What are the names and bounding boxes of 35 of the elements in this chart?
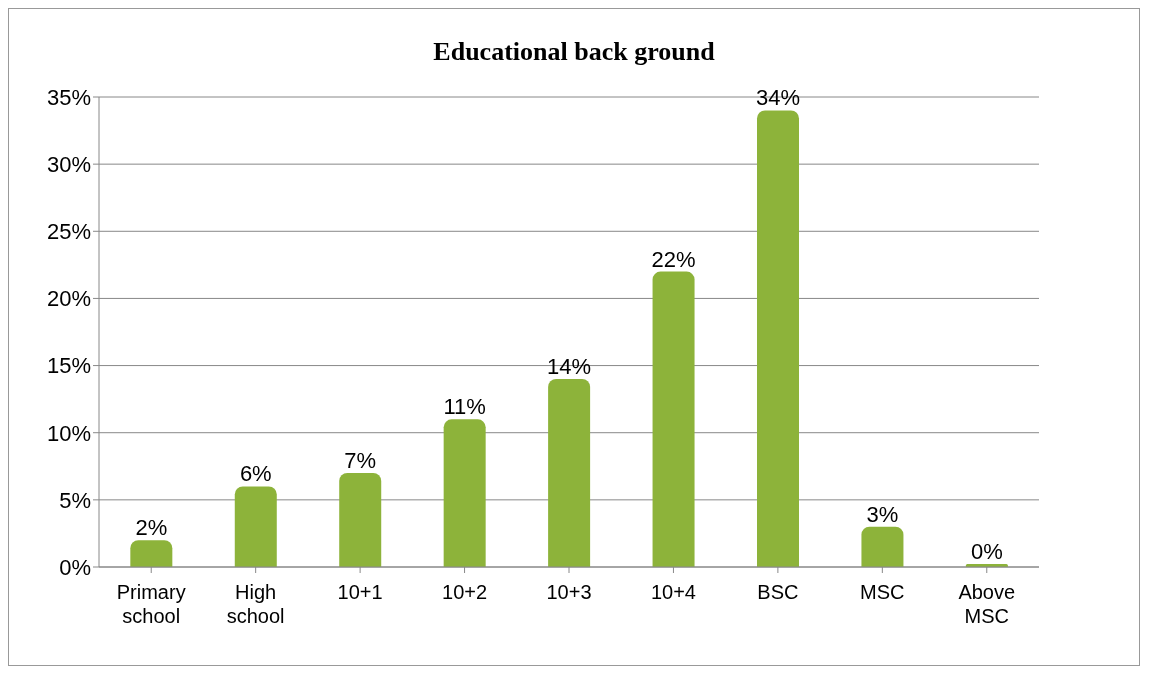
data-label: 2% (135, 515, 168, 541)
bar (548, 379, 591, 567)
y-tick-label: 25% (46, 219, 91, 245)
y-tick-label: 35% (46, 84, 91, 110)
data-label: 3% (866, 501, 899, 527)
x-tick-label: BSC (757, 581, 799, 603)
x-tick-label: MSC (860, 581, 905, 603)
data-label: 11% (443, 394, 486, 420)
x-tick-label: 10+1 (337, 581, 383, 603)
bar (861, 526, 904, 567)
x-tick-label: Above MSC (958, 581, 1016, 627)
x-tick-label: 10+2 (442, 581, 488, 603)
x-tick-label: 10+4 (650, 581, 696, 603)
chart-title: Educational back ground (432, 37, 716, 67)
x-tick-label: 10+3 (546, 581, 592, 603)
x-tick-label: High school (226, 581, 285, 627)
y-tick-label: 30% (46, 151, 91, 177)
data-label: 7% (344, 448, 377, 473)
y-tick-label: 0% (59, 554, 91, 580)
y-tick-label: 10% (46, 420, 91, 446)
data-label: 14% (547, 354, 592, 379)
bar (757, 110, 799, 567)
bar (652, 271, 695, 567)
x-tick-label: Primary school (116, 581, 186, 627)
data-label: 22% (651, 246, 696, 272)
y-tick-label: 15% (46, 353, 91, 379)
bar (339, 473, 382, 567)
bar (443, 419, 486, 567)
data-label: 0% (970, 539, 1003, 564)
data-label: 6% (239, 461, 272, 487)
bar (130, 540, 173, 567)
y-tick-label: 5% (59, 487, 91, 513)
data-label: 34% (755, 85, 801, 111)
y-tick-label: 20% (46, 286, 91, 312)
bar (234, 486, 277, 567)
